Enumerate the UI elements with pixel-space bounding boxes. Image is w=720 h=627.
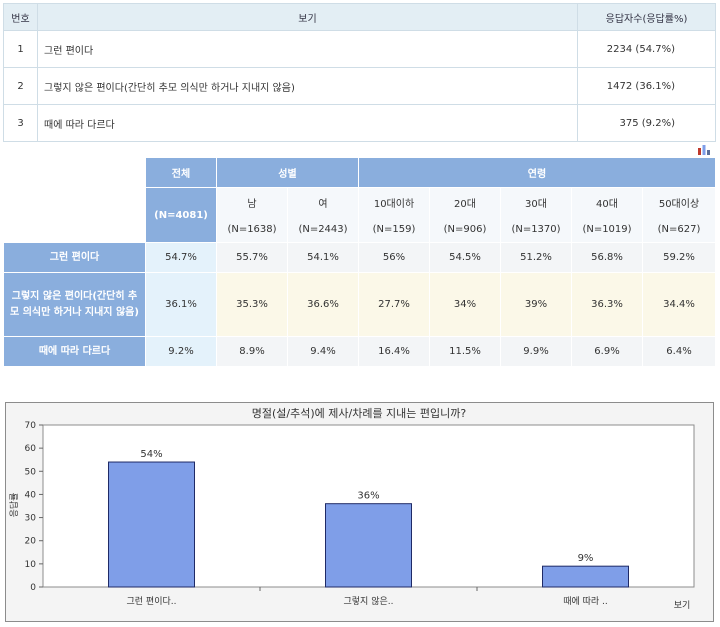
cell: 36.3% — [571, 272, 643, 337]
row-label: 때에 따라 다르다 — [3, 336, 146, 367]
y-tick-label: 10 — [25, 560, 37, 570]
column-header: 50대이상 (N=627) — [642, 187, 716, 243]
bar — [108, 461, 195, 588]
y-tick-label: 60 — [25, 444, 37, 454]
column-n: (N=1638) — [227, 224, 277, 235]
cross-table: 전체 성별 연령 (N=4081) 남 (N=1638) 여 (N=2443) 10… — [3, 157, 716, 367]
y-axis-label: 응답률 — [8, 493, 20, 518]
cell: 56.8% — [571, 242, 643, 273]
table-row: 2 그렇지 않은 편이다(간단히 추모 의식만 하거나 지내지 않음) 1472… — [3, 67, 716, 105]
group-age: 연령 — [358, 157, 716, 188]
data-label: 9% — [578, 553, 594, 564]
row-label: 그렇지 않은 편이다(간단히 추모 의식만 하거나 지내지 않음) — [37, 67, 578, 105]
cell: 6.9% — [571, 336, 643, 367]
row-value: 2234 (54.7%) — [577, 30, 716, 68]
row-label: 때에 따라 다르다 — [37, 104, 578, 142]
cell: 51.2% — [500, 242, 572, 273]
row-value: 1472 (36.1%) — [577, 67, 716, 105]
data-label: 54% — [140, 449, 162, 460]
column-n: (N=627) — [657, 224, 701, 235]
column-header: 여 (N=2443) — [287, 187, 359, 243]
cell: 56% — [358, 242, 430, 273]
y-tick-label: 70 — [25, 421, 37, 431]
row-total: 54.7% — [145, 242, 217, 273]
cell: 11.5% — [429, 336, 501, 367]
column-n: (N=159) — [372, 224, 416, 235]
column-label: 40대 — [596, 199, 618, 210]
cell: 9.4% — [287, 336, 359, 367]
row-label: 그런 편이다 — [3, 242, 146, 273]
group-gender: 성별 — [216, 157, 359, 188]
cell: 34% — [429, 272, 501, 337]
chart-panel: 명절(설/추석)에 제사/차례를 지내는 편입니까? 응답률 보기 0 10 20 3… — [5, 402, 714, 622]
answer-table-header: 번호 보기 응답자수(응답률%) — [3, 3, 716, 31]
cell: 39% — [500, 272, 572, 337]
corner-cell — [3, 157, 146, 243]
row-total: 36.1% — [145, 272, 217, 337]
bar — [542, 565, 629, 588]
column-header: 10대이하 (N=159) — [358, 187, 430, 243]
column-n: (N=2443) — [298, 224, 348, 235]
y-tick-label: 30 — [25, 514, 37, 524]
cell: 54.1% — [287, 242, 359, 273]
bar-chart-icon[interactable] — [697, 143, 711, 155]
header-number: 번호 — [3, 3, 38, 31]
y-tick-label: 40 — [25, 490, 37, 500]
cell: 54.5% — [429, 242, 501, 273]
column-header: 남 (N=1638) — [216, 187, 288, 243]
column-n: (N=1370) — [511, 224, 561, 235]
header-option: 보기 — [37, 3, 578, 31]
chart-title: 명절(설/추석)에 제사/차례를 지내는 편입니까? — [252, 407, 467, 420]
row-value: 375 (9.2%) — [577, 104, 716, 142]
column-label: 50대이상 — [658, 199, 700, 210]
column-label: 여 — [318, 199, 328, 210]
column-label: 남 — [247, 199, 257, 210]
cell: 6.4% — [642, 336, 716, 367]
column-n: (N=906) — [443, 224, 487, 235]
cell: 55.7% — [216, 242, 288, 273]
cell: 27.7% — [358, 272, 430, 337]
row-total: 9.2% — [145, 336, 217, 367]
cell: 8.9% — [216, 336, 288, 367]
column-header: 30대 (N=1370) — [500, 187, 572, 243]
column-header: 40대 (N=1019) — [571, 187, 643, 243]
row-number: 1 — [3, 30, 38, 68]
x-axis-label: 보기 — [674, 600, 691, 611]
cross-header-row: 전체 성별 연령 — [3, 157, 716, 243]
y-tick-label: 20 — [25, 537, 37, 547]
cross-subheader-row: (N=4081) 남 (N=1638) 여 (N=2443) 10대이하 (N=159… — [4, 187, 716, 243]
cell: 9.9% — [500, 336, 572, 367]
column-label: 30대 — [525, 199, 547, 210]
cell: 59.2% — [642, 242, 716, 273]
column-label: 20대 — [454, 199, 476, 210]
y-tick-label: 50 — [25, 467, 37, 477]
total-header: 전체 — [145, 157, 217, 188]
x-tick-label: 그런 편이다.. — [127, 595, 177, 607]
table-row: 때에 따라 다르다 9.2% 8.9% 9.4% 16.4% 11.5% 9.9… — [3, 336, 716, 367]
cell: 36.6% — [287, 272, 359, 337]
row-label: 그렇지 않은 편이다(간단히 추모 의식만 하거나 지내지 않음) — [3, 272, 146, 337]
table-row: 그런 편이다 54.7% 55.7% 54.1% 56% 54.5% 51.2%… — [3, 242, 716, 273]
x-tick-label: 때에 따라 .. — [563, 596, 608, 607]
data-label: 36% — [357, 491, 379, 502]
cell: 16.4% — [358, 336, 430, 367]
row-label: 그런 편이다 — [37, 30, 578, 68]
bar-chart: 명절(설/추석)에 제사/차례를 지내는 편입니까? 응답률 보기 0 10 20 3… — [8, 407, 695, 611]
column-header: 20대 (N=906) — [429, 187, 501, 243]
header-respondents: 응답자수(응답률%) — [577, 3, 716, 31]
table-row: 1 그런 편이다 2234 (54.7%) — [3, 30, 716, 68]
column-n: (N=1019) — [582, 224, 632, 235]
cell: 34.4% — [642, 272, 716, 337]
answer-table: 번호 보기 응답자수(응답률%) 1 그런 편이다 2234 (54.7%) 2… — [3, 3, 716, 142]
row-number: 3 — [3, 104, 38, 142]
cell: 35.3% — [216, 272, 288, 337]
bar — [325, 503, 412, 588]
table-row: 그렇지 않은 편이다(간단히 추모 의식만 하거나 지내지 않음) 36.1% … — [3, 272, 716, 337]
x-tick-label: 그렇지 않은.. — [344, 596, 394, 607]
total-n: (N=4081) — [145, 187, 217, 243]
row-number: 2 — [3, 67, 38, 105]
table-row: 3 때에 따라 다르다 375 (9.2%) — [3, 104, 716, 142]
y-tick-label: 0 — [30, 583, 36, 593]
column-label: 10대이하 — [373, 199, 415, 210]
